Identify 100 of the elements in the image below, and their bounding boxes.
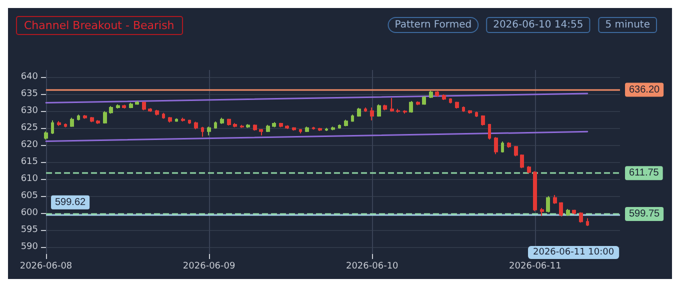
candlestick [481,114,485,126]
candlestick [540,208,544,216]
candlestick [240,124,244,128]
candlestick [357,107,361,118]
y-tick-label: 625 [20,122,38,133]
y-tick-label: 620 [20,140,38,150]
candlestick [462,106,465,112]
candlestick [586,218,589,227]
candlestick [142,101,146,111]
annotation: 2026-06-11 10:00 [533,248,614,258]
candlestick [507,142,511,148]
y-tick-label: 615 [20,157,38,167]
candlestick [475,111,478,118]
candlestick [494,136,498,155]
candlestick [116,104,120,110]
candlestick [246,124,250,128]
y-tick-label: 595 [20,225,38,236]
candlestick [553,194,557,204]
chart-title: Channel Breakout - Bearish [24,19,174,32]
candlestick [305,126,309,133]
candlestick [103,110,107,124]
candlestick [416,100,420,106]
candlestick [129,102,133,109]
text: Pattern Formed [394,20,472,30]
y-tick-label: 610 [20,174,38,184]
candlestick [449,98,452,104]
text: 5 minute [605,20,650,30]
y-tick-label: 640 [20,72,38,82]
candlestick [109,106,113,114]
candlestick [429,90,433,98]
candlestick [383,104,387,111]
candlestick [266,124,270,133]
x-tick-label: 2026-06-09 [182,262,236,272]
candlestick [57,120,61,126]
candlestick [96,120,100,124]
candlestick [90,116,94,123]
text: 2026-06-10 14:55 [493,20,584,30]
candlestick [533,170,537,212]
candlestick [488,123,491,140]
candlestick [312,126,315,130]
candlestick [135,100,139,106]
candlestick [83,114,87,120]
candlestick [253,124,257,132]
y-tick-label: 635 [20,88,38,99]
candlestick [168,116,172,123]
candlestick [227,118,231,126]
x-tick-label: 2026-06-11 [509,262,562,272]
candlestick [181,117,185,122]
candlestick [201,126,204,138]
candlestick [390,97,394,112]
candlestick [435,90,439,98]
candlestick [455,101,459,110]
candlestick [331,126,335,131]
candlestick [44,130,48,140]
candlestick [77,114,80,121]
candlestick [194,121,198,130]
candlestick [468,110,472,114]
candlestick [422,95,426,106]
candlestick [409,100,413,114]
candlestick [285,124,289,130]
candlestick [279,122,283,128]
candlestick [370,106,374,121]
candlestick [259,128,263,136]
candlestick [272,122,276,128]
candlestick [442,94,446,100]
candlestick [148,108,152,112]
candlestick [207,126,211,136]
ref-line-label: 611.75 [629,168,660,179]
candlestick [325,127,328,132]
candlestick [214,120,217,130]
candlestick [51,120,54,135]
candlestick [175,118,178,122]
y-tick-label: 600 [20,208,38,218]
candlestick [396,108,400,114]
ref-line-label: 599.62 [55,196,86,208]
candlestick [579,212,583,224]
candlestick [233,122,237,128]
candlestick [501,141,504,153]
candlestick [344,119,348,127]
y-tick-label: 605 [20,191,38,202]
candlestick [546,196,550,213]
ref-line-label: 599.75 [629,208,660,220]
candlestick [220,117,224,124]
candlestick [122,104,126,110]
y-tick-label: 590 [20,242,38,252]
candlestick [572,209,576,215]
candlestick [364,106,367,112]
x-tick-label: 2026-06-08 [20,262,72,272]
candlestick [162,112,165,120]
x-tick-label: 2026-06-10 [346,262,399,272]
candlestick [377,104,381,118]
candlestick [155,109,159,116]
candlestick [64,122,67,128]
candlestick [520,154,524,169]
candlestick [292,126,296,132]
candlestick [299,128,302,134]
candlestick [403,110,407,114]
candlestick [338,124,341,130]
candlestick [70,117,74,128]
y-tick-label: 630 [20,106,38,116]
